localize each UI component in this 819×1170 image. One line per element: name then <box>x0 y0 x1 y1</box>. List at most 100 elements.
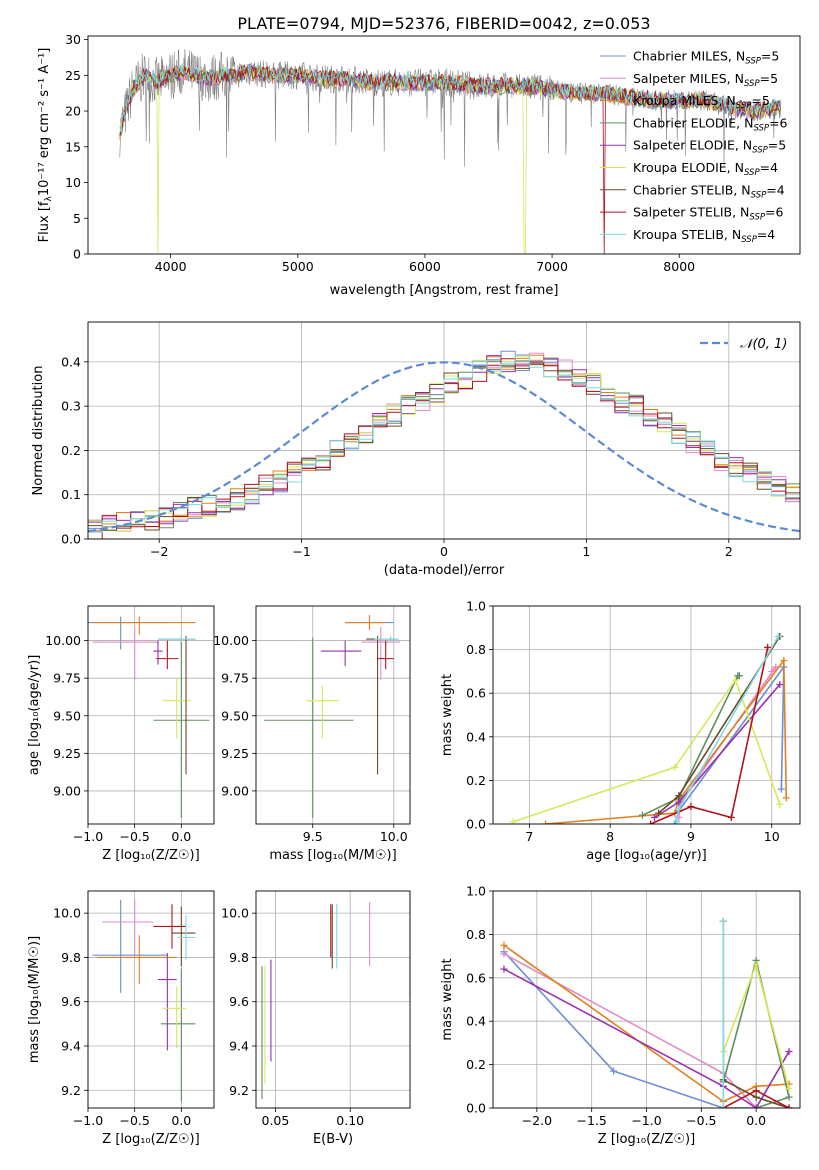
y-tick-label: 9.50 <box>221 708 249 723</box>
ebv-mass-panel: 0.05 0.10 9.2 9.4 9.6 9.8 10.0 E(B-V) <box>221 890 411 1147</box>
y-tick-label: 9.25 <box>221 746 249 761</box>
x-tick-label: 5000 <box>282 259 314 274</box>
x-tick-label: −1 <box>292 544 310 559</box>
axes-frame <box>87 890 215 1109</box>
y-tick-label: 0.8 <box>466 642 486 657</box>
x-tick-label: −2.0 <box>522 1113 552 1128</box>
plus-marker <box>675 792 683 800</box>
age-weight-panel: 7 8 9 10 0.0 0.2 0.4 0.6 0.8 1.0 age [log₁₀(age/yr… <box>440 599 801 863</box>
y-tick-label: 0.2 <box>466 1057 486 1072</box>
x-axis-label: E(B-V) <box>313 1132 353 1147</box>
x-tick-label: −1.0 <box>631 1113 661 1128</box>
plus-marker <box>687 803 695 811</box>
y-tick-label: 0.6 <box>466 970 486 985</box>
y-tick-label: 0.1 <box>61 487 81 502</box>
plus-marker <box>675 805 683 813</box>
weight-line <box>503 951 757 1108</box>
z-age-panel: −1.0 −0.5 0.0 9.00 9.25 9.50 9.75 10.00 Z [log₁₀… <box>27 605 215 863</box>
plus-marker <box>776 800 784 808</box>
axes-frame <box>87 35 801 255</box>
y-tick-label: 15 <box>65 139 81 154</box>
y-axis-label: Normed distribution <box>31 366 46 496</box>
x-tick-label: −1.5 <box>576 1113 606 1128</box>
y-tick-label: 30 <box>65 32 81 47</box>
plus-marker <box>610 1067 618 1075</box>
plus-marker <box>655 809 663 817</box>
y-tick-label: 9.8 <box>229 950 249 965</box>
axes-frame <box>492 890 801 1109</box>
y-tick-label: 0.0 <box>466 817 486 832</box>
x-tick-label: 9 <box>687 829 695 844</box>
plus-marker <box>638 811 646 819</box>
y-tick-label: 10.00 <box>213 633 249 648</box>
legend-entry: Kroupa STELIB, NSSP=4 <box>633 227 775 245</box>
axes-frame <box>87 321 801 540</box>
y-tick-label: 1.0 <box>466 599 486 614</box>
y-tick-label: 0.0 <box>466 1101 486 1116</box>
plus-marker <box>731 676 739 684</box>
y-tick-label: 20 <box>65 104 81 119</box>
y-tick-label: 9.8 <box>61 950 81 965</box>
normal-curve <box>87 361 801 533</box>
y-axis-label: age [log₁₀(age/yr)] <box>27 655 42 776</box>
plus-marker <box>782 794 790 802</box>
x-tick-label: 1 <box>582 544 590 559</box>
y-tick-label: 9.25 <box>53 746 81 761</box>
y-tick-label: 10 <box>65 175 81 190</box>
x-axis-label: age [log₁₀(age/yr)] <box>586 848 707 863</box>
weight-line <box>650 647 769 824</box>
y-tick-label: 10.0 <box>53 906 81 921</box>
legend-entry: Salpeter ELODIE, NSSP=5 <box>633 138 786 156</box>
plus-marker <box>651 813 659 821</box>
x-tick-label: −1.0 <box>73 829 103 844</box>
legend-entry: Chabrier ELODIE, NSSP=6 <box>633 115 788 133</box>
y-axis-label: mass weight <box>440 674 455 756</box>
weight-line <box>503 953 757 1108</box>
model-spectrum-line <box>119 63 782 254</box>
x-axis-label: Z [log₁₀(Z/Z☉)] <box>102 1132 199 1147</box>
plus-marker <box>509 818 517 824</box>
y-tick-label: 9.6 <box>229 994 249 1009</box>
plus-marker <box>777 785 785 793</box>
plus-marker <box>672 818 680 824</box>
plus-marker <box>500 965 508 973</box>
x-tick-label: 0.05 <box>262 1113 290 1128</box>
x-tick-label: 8 <box>606 829 614 844</box>
y-tick-label: 9.4 <box>61 1039 81 1054</box>
y-tick-label: 0.0 <box>61 532 81 547</box>
y-tick-label: 9.75 <box>221 671 249 686</box>
plus-marker <box>764 643 772 651</box>
x-axis-label: Z [log₁₀(Z/Z☉)] <box>598 1132 695 1147</box>
y-axis-label: mass [log₁₀(M/M☉)] <box>27 936 42 1063</box>
y-axis-label: Flux [fλ10⁻¹⁷ erg cm⁻² s⁻¹ A⁻¹] <box>37 48 54 243</box>
y-tick-label: 9.4 <box>229 1039 249 1054</box>
observed-spectrum-line <box>119 48 782 167</box>
x-tick-label: 4000 <box>155 259 187 274</box>
x-tick-label: −2 <box>150 544 168 559</box>
legend-entry: Kroupa ELODIE, NSSP=4 <box>633 160 778 178</box>
x-tick-label: 2 <box>725 544 733 559</box>
axes-frame <box>87 605 215 825</box>
plus-marker <box>768 667 776 675</box>
plus-marker <box>647 820 655 824</box>
y-tick-label: 25 <box>65 68 81 83</box>
y-tick-label: 0.4 <box>466 1014 486 1029</box>
plus-marker <box>752 1104 760 1108</box>
x-axis-label: wavelength [Angstrom, rest frame] <box>330 283 559 298</box>
y-axis-label: mass weight <box>440 958 455 1040</box>
plus-marker <box>671 763 679 771</box>
x-tick-label: 0.0 <box>171 829 191 844</box>
plus-marker <box>785 1084 793 1092</box>
plus-marker <box>752 961 760 969</box>
y-tick-label: 0.3 <box>61 399 81 414</box>
plus-marker <box>785 1104 793 1108</box>
y-tick-label: 0 <box>73 247 81 262</box>
weight-line <box>503 968 790 1108</box>
plus-marker <box>735 672 743 680</box>
y-tick-label: 9.50 <box>53 708 81 723</box>
weight-line <box>512 678 781 823</box>
x-tick-label: 0.0 <box>171 1113 191 1128</box>
model-spectrum-line <box>119 63 782 133</box>
x-tick-label: 10.0 <box>380 829 408 844</box>
y-tick-label: 9.2 <box>61 1083 81 1098</box>
